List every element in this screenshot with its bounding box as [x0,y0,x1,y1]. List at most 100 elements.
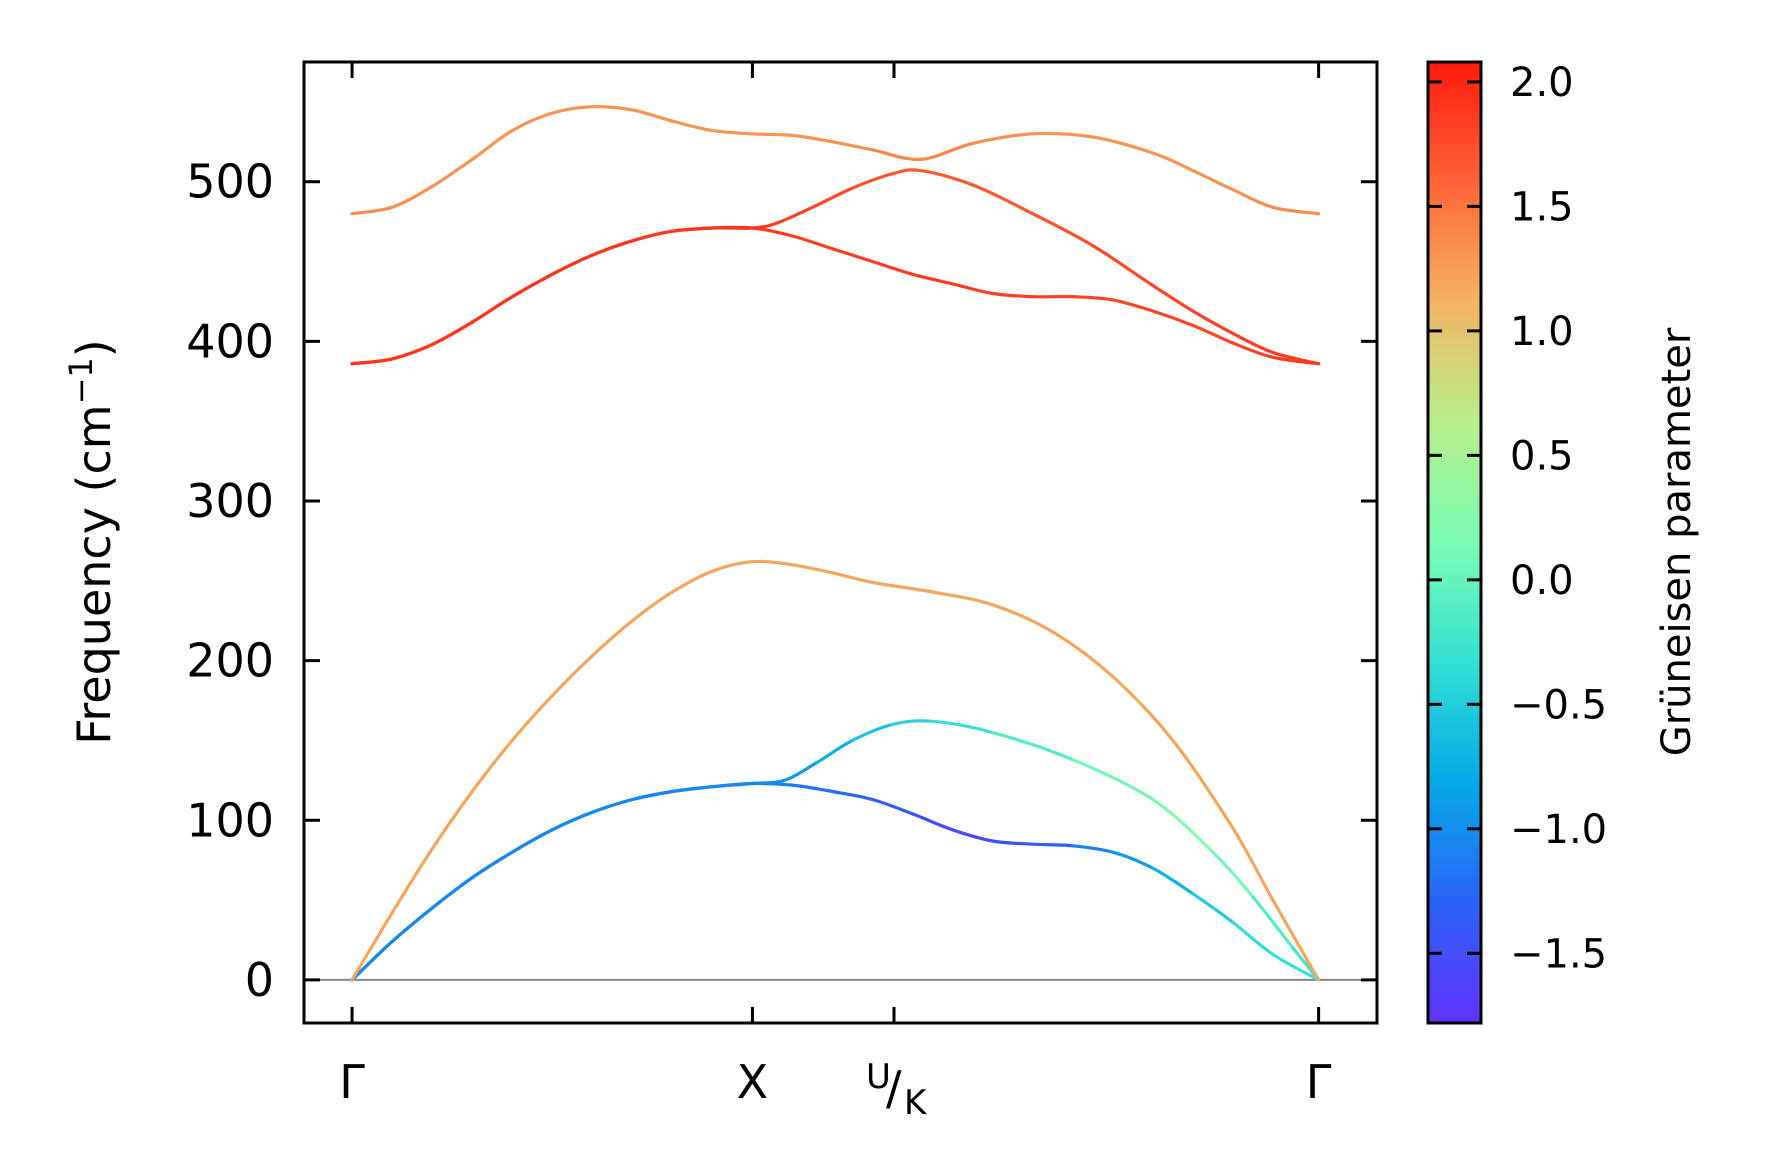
branch-3-segment [1271,898,1321,982]
branch-6-segment [550,105,594,115]
branch-2-segment [1251,895,1295,950]
branch-2-segment [814,738,855,765]
branch-1-segment [1231,920,1275,956]
branch-4-segment [1111,298,1155,313]
colorbar-tick-label: −0.5 [1510,682,1607,728]
branch-4-segment [830,247,875,264]
plot-area: 0 100 200 300 400 500 Γ X U/K Γ Frequency (cm−1) [62,60,1379,1123]
x-tick-label-slash: / [886,1061,902,1115]
branch-1-segment [991,839,1035,846]
x-tick-label-top: U [866,1057,891,1097]
branch-1-segment [951,828,995,843]
branch-4-segment [911,272,955,286]
branch-5-segment [550,253,594,276]
branch-2-segment [710,781,754,789]
branch-5 [350,168,1321,366]
colorbar-tick-label: 1.5 [1510,184,1574,230]
branch-2-segment [782,761,819,782]
branch-5-segment [470,295,514,324]
branch-2-segment [590,797,634,814]
branch-2-segment [890,719,935,727]
branch-2-segment [991,730,1075,762]
y-axis: 0 100 200 300 400 500 [186,155,1377,1007]
x-tick-label-bottom: K [904,1083,928,1123]
branch-6-segment [830,140,875,152]
branch-3-segment [670,569,714,594]
branch-5-segment [810,186,855,209]
branch-3-segment [590,619,634,658]
branch-1-segment [1151,866,1195,896]
branch-3-segment [350,911,394,982]
branch-3-segment [931,590,995,607]
branch-6-segment [430,157,474,189]
colorbar-tick-label: 1.0 [1510,309,1574,355]
branch-1-segment [790,783,835,794]
x-axis: Γ X U/K Γ [339,62,1332,1123]
branch-5-segment [971,183,1035,216]
branch-5-segment [1271,350,1321,366]
branch-6-segment [971,132,1035,145]
branch-2 [350,719,1321,982]
branch-6-segment [390,184,434,209]
branch-5-segment [670,226,714,233]
branch-3-segment [870,580,935,594]
branch-5-segment [919,169,975,187]
branch-5-segment [1091,244,1155,288]
colorbar-tick-label: 2.0 [1510,60,1574,106]
colorbar-tick-label: −1.0 [1510,807,1607,853]
branch-2-segment [510,828,554,854]
branch-2-segment [550,810,594,832]
branch-4-segment [1231,341,1275,359]
branch-2-segment [1071,758,1155,802]
branch-5-segment [590,239,634,257]
branch-6-segment [790,133,835,144]
plot-frame [302,60,1379,1025]
y-tick-label: 300 [186,474,274,528]
branch-6-segment [510,111,554,133]
branch-2-segment [470,850,514,880]
branch-2-segment [931,719,995,735]
branch-3-segment [1111,675,1175,742]
branch-6-segment [1091,135,1155,155]
colorbar-ticks: 2.0 1.5 1.0 0.5 0.0 −0.5 −1.0 −1.5 [1428,60,1607,977]
branch-4-segment [790,234,835,251]
colorbar-tick-label: −1.5 [1510,931,1607,977]
branch-3-segment [750,559,795,567]
branch-3-segment [790,563,835,575]
branch-2-segment [1211,850,1255,899]
branch-1-segment [1111,850,1155,870]
branch-5-segment [1191,309,1235,335]
branch-5-segment [510,272,554,299]
branch-5-segment [890,168,923,176]
branch-5-segment [390,343,434,361]
branch-6-segment [590,104,634,112]
branch-1-segment [911,812,955,832]
branch-6-segment [1271,205,1321,216]
branch-2-segment [850,722,895,742]
branch-4-segment [1191,323,1235,345]
branch-3-segment [390,847,434,915]
branch-1-segment [1031,842,1075,848]
branch-2-segment [430,876,474,910]
branch-1-segment [1071,844,1115,854]
colorbar-tick-label: 0.0 [1510,558,1574,604]
branch-3-segment [830,571,875,584]
branch-5-segment [774,205,815,225]
branch-6 [350,104,1321,216]
branch-3-segment [510,694,554,742]
y-axis-title-text: Frequency (cm [67,404,121,744]
branch-3-segment [470,738,514,794]
branch-3-segment [1231,826,1275,902]
branch-5-segment [1151,283,1195,313]
branch-5-segment [1031,212,1095,248]
y-axis-title-close: ) [67,339,121,357]
y-tick-label: 100 [186,793,274,847]
branch-2-segment [670,785,714,794]
x-tick-label: X [737,1055,769,1109]
branch-3 [350,559,1321,982]
branch-4-segment [1151,309,1195,327]
y-tick-label: 500 [186,155,274,209]
branch-4-segment [951,282,995,296]
branch-1-segment [870,797,915,816]
